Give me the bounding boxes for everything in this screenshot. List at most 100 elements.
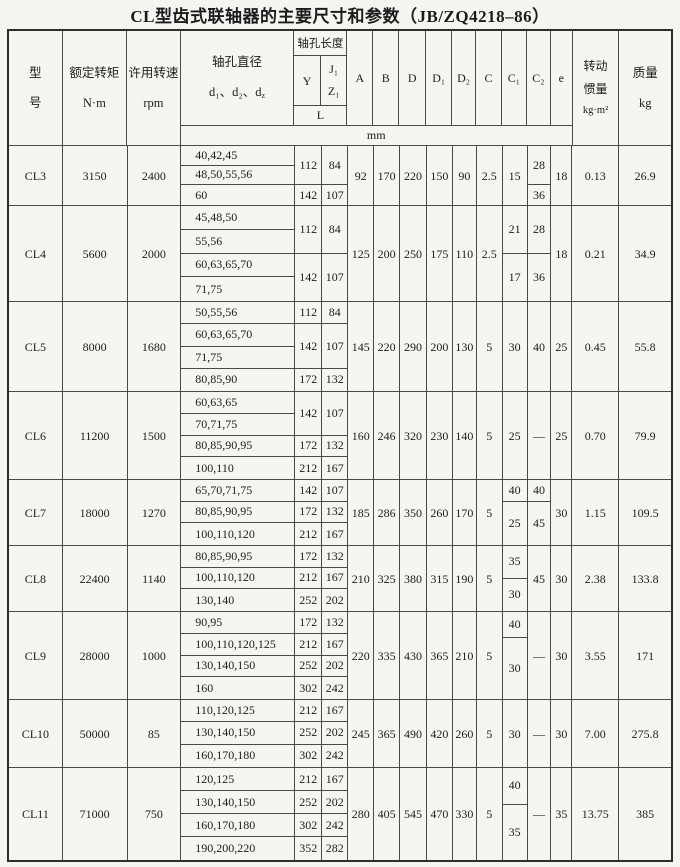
cell-C2-bottom: 45	[533, 515, 546, 530]
cell-D: 350	[400, 480, 427, 545]
header-bore-label: 轴孔直径	[212, 55, 263, 70]
bore-grid: 120,125 130,140,150 160,170,180 190,200,…	[181, 768, 349, 860]
cell-C1: 40 25	[502, 480, 528, 545]
cell-e: 30	[551, 700, 573, 767]
cell-e: 18	[551, 146, 573, 205]
cell-C1: 25	[503, 392, 528, 479]
cell-inertia: 7.00	[572, 700, 620, 767]
cell-model: CL5	[9, 302, 63, 391]
header-col-C: C	[476, 31, 502, 125]
cell-B: 246	[374, 392, 401, 479]
header-model: 型 号	[9, 31, 63, 145]
cell-bore-dia: 160,170,180	[181, 814, 296, 837]
cell-D: 430	[400, 612, 427, 699]
cell-bore-dia: 100,110	[181, 457, 296, 479]
cell-bore-dia: 160	[181, 677, 296, 699]
header-col-D2: D₂	[452, 31, 477, 125]
cell-Y: 252	[295, 722, 323, 745]
cell-C1-bottom: 30	[508, 587, 521, 602]
header-inertia: 转动 惯量 kg·m²	[573, 31, 620, 145]
cell-Y: 142	[295, 480, 323, 502]
header-mass-label: 质量	[632, 66, 658, 80]
table-row: CL11 71000 750 120,125 130,140,150 160,1…	[9, 768, 671, 860]
cell-Y: 112	[295, 302, 323, 325]
cell-B: 170	[374, 146, 401, 205]
cell-B: 325	[374, 546, 401, 611]
cell-e: 30	[551, 546, 573, 611]
header-col-B: B	[373, 31, 400, 125]
cell-inertia: 13.75	[572, 768, 620, 860]
cell-bore-dia: 60,63,65	[181, 392, 296, 414]
cell-inertia: 0.45	[572, 302, 620, 391]
cell-model: CL3	[9, 146, 63, 205]
cell-D: 490	[400, 700, 427, 767]
cell-L: 242	[322, 744, 349, 767]
cell-bore-dia: 48,50,55,56	[181, 165, 296, 186]
cell-C: 2.5	[477, 146, 503, 205]
cell-C2: 45	[528, 546, 552, 611]
header-col-C1: C₁	[502, 31, 527, 125]
table-row: CL7 18000 1270 65,70,71,75 80,85,90,95 1…	[9, 480, 671, 546]
cell-L: 107	[322, 253, 349, 301]
cell-A: 280	[348, 768, 375, 860]
header-bore-length: 轴孔长度 Y J₁ Z₁ L	[294, 31, 348, 125]
header-col-Y: Y	[294, 56, 321, 105]
header-unit-mm: mm	[180, 125, 572, 145]
bore-grid: 65,70,71,75 80,85,90,95 100,110,120 142 …	[181, 480, 349, 545]
cell-Y: 252	[295, 655, 323, 678]
table-row: CL5 8000 1680 50,55,56 60,63,65,70 71,75…	[9, 302, 671, 392]
cell-Y: 142	[295, 253, 323, 301]
cell-bore-dia: 60	[181, 185, 296, 205]
cell-C2: —	[528, 700, 552, 767]
cell-Y: 352	[295, 837, 323, 860]
bore-grid: 45,48,50 55,56 60,63,65,70 71,75 112 142…	[181, 206, 349, 301]
cell-bore-dia: 100,110,120	[181, 567, 296, 590]
cell-e: 18	[551, 206, 573, 301]
cell-D1: 230	[427, 392, 453, 479]
cell-L: 167	[322, 523, 349, 545]
cell-Y: 172	[295, 612, 323, 634]
cell-Y: 172	[295, 546, 323, 568]
cell-A: 220	[348, 612, 375, 699]
cell-A: 125	[348, 206, 375, 301]
cell-C1-top: 40	[502, 612, 527, 639]
cell-inertia: 3.55	[572, 612, 620, 699]
cell-speed: 2000	[128, 206, 182, 301]
cell-model: CL10	[9, 700, 63, 767]
header-col-C2: C₂	[527, 31, 551, 125]
cell-speed: 750	[128, 768, 182, 860]
cell-torque: 5600	[63, 206, 128, 301]
cell-bore-dia: 80,85,90,95	[181, 501, 296, 524]
cell-torque: 18000	[63, 480, 128, 545]
cell-C: 2.5	[477, 206, 503, 301]
cell-bore-dia: 71,75	[181, 346, 296, 369]
table-row: CL4 5600 2000 45,48,50 55,56 60,63,65,70…	[9, 206, 671, 302]
cell-C1: 40 30	[502, 612, 528, 699]
header-inertia-line2: 惯量	[583, 81, 608, 96]
cell-inertia: 1.15	[572, 480, 620, 545]
header-col-A: A	[347, 31, 374, 125]
cell-mass: 34.9	[634, 246, 656, 261]
header-col-D: D	[399, 31, 427, 125]
cell-bore-dia: 80,85,90,95	[181, 435, 296, 458]
cell-bore-dia: 100,110,120	[181, 523, 296, 545]
cell-bore-dia: 70,71,75	[181, 413, 296, 436]
cell-L: 167	[322, 567, 349, 590]
cell-A: 145	[348, 302, 375, 391]
cell-C1-top: 35	[502, 546, 527, 579]
cell-bore-dia: 130,140,150	[181, 722, 296, 745]
cell-L: 107	[322, 324, 349, 369]
cell-D: 250	[400, 206, 427, 301]
cell-C: 5	[477, 700, 503, 767]
cell-torque: 22400	[63, 546, 128, 611]
cell-speed: 1680	[128, 302, 182, 391]
header-speed-unit: rpm	[143, 95, 164, 110]
cell-bore-dia: 40,42,45	[181, 146, 296, 166]
cell-B: 286	[374, 480, 401, 545]
cell-torque: 11200	[63, 392, 128, 479]
cell-bore-dia: 120,125	[181, 768, 296, 791]
cell-Y: 142	[295, 324, 323, 369]
cell-L: 282	[322, 837, 349, 860]
cell-B: 365	[374, 700, 401, 767]
cell-B: 405	[374, 768, 401, 860]
